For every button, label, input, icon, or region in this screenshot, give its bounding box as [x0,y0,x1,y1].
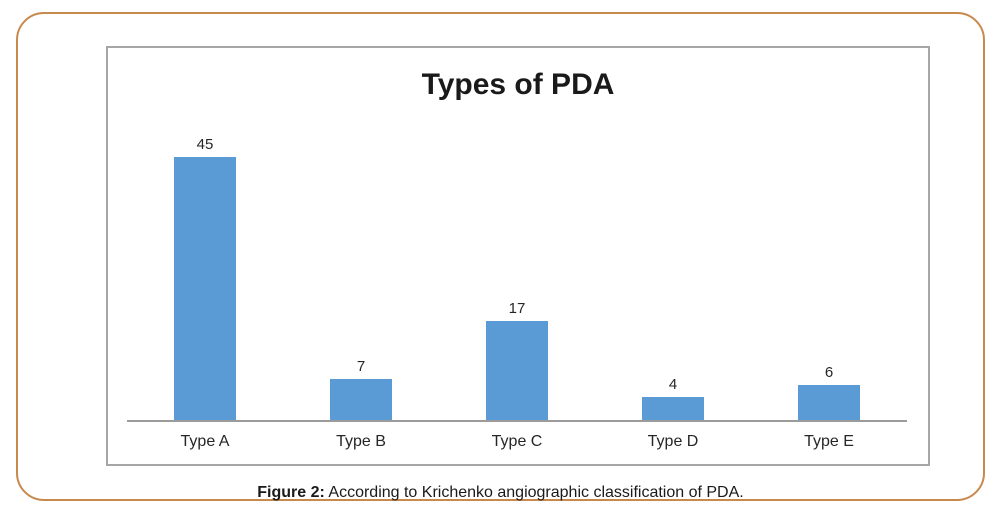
figure-caption: Figure 2: According to Krichenko angiogr… [18,484,983,502]
x-axis-labels-row: Type A Type B Type C Type D Type E [127,422,907,462]
bar [486,321,548,420]
bar-slot: 4 [595,128,751,420]
bar [798,385,860,420]
bar [642,397,704,420]
bar-value-label: 45 [196,136,214,153]
figure-caption-text: According to Krichenko angiographic clas… [324,484,744,501]
x-axis-category-label: Type A [180,433,230,450]
bar [330,379,392,420]
bar-value-label: 7 [356,358,366,375]
figure-caption-label: Figure 2: [257,484,325,501]
bar [174,157,236,420]
bar-value-label: 17 [508,300,526,317]
chart-title: Types of PDA [421,68,615,101]
bar-value-label: 4 [668,376,678,393]
x-axis-category-label: Type E [804,433,854,450]
x-axis-category-label: Type C [491,433,543,450]
bar-slot: 45 [127,128,283,420]
bar-slot: 6 [751,128,907,420]
bar-plot-area: 45 7 17 4 6 [127,128,907,422]
bar-slot: 7 [283,128,439,420]
bar-value-label: 6 [824,364,834,381]
bar-slot: 17 [439,128,595,420]
x-axis-category-label: Type B [336,433,386,450]
x-axis-category-label: Type D [647,433,699,450]
